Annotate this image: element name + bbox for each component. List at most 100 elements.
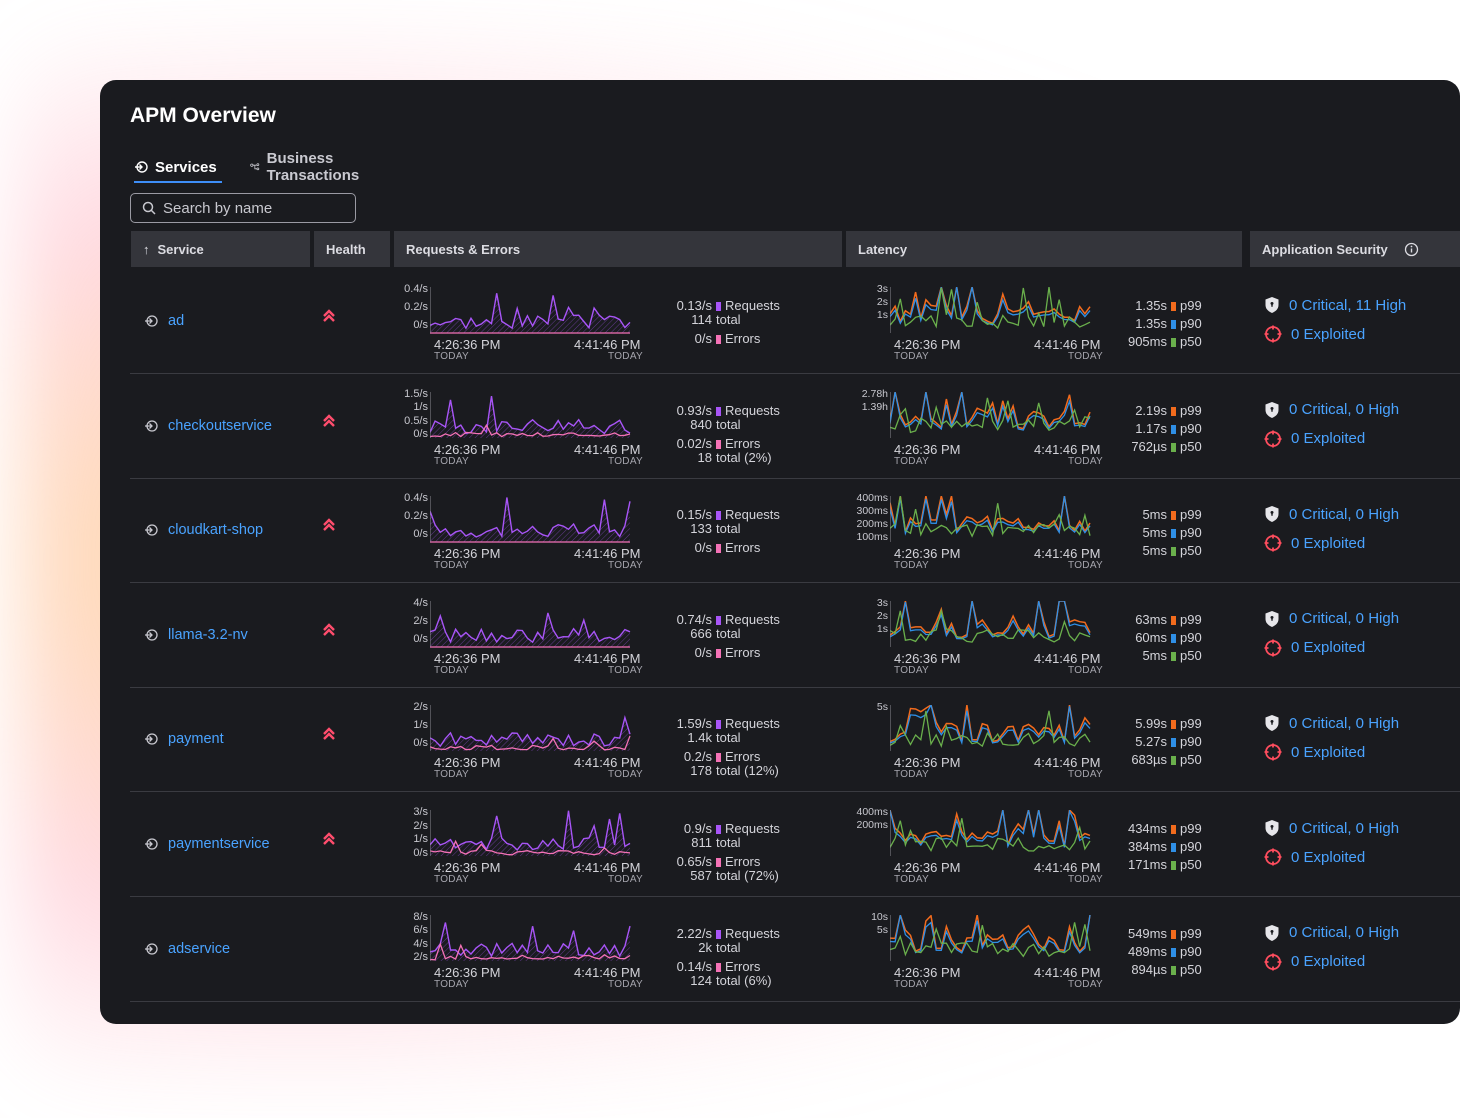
latency-p90-swatch: [1171, 529, 1176, 539]
table-row[interactable]: payment 2/s 1/s 0/s 4:26:36 PM TODAY 4:41:46 P…: [130, 687, 1460, 793]
latency-p50: 894µs p50: [1115, 962, 1201, 977]
table-row[interactable]: adservice 8/s 6/s 4/s 2/s 4:26:36 PM TODAY 4:41…: [130, 897, 1460, 1002]
latency-p50: 762µs p50: [1115, 438, 1201, 454]
service-arrow-icon: [145, 629, 158, 641]
latency-p90-label: p90: [1180, 629, 1202, 645]
column-header-requests[interactable]: Requests & Errors: [394, 231, 842, 267]
tab-business-transactions[interactable]: Business Transactions: [250, 150, 366, 184]
vulnerability-link[interactable]: 0 Critical, 0 High: [1264, 714, 1399, 732]
service-link[interactable]: ad: [144, 269, 184, 373]
requests-end-day: TODAY: [608, 874, 644, 885]
health-warning-icon: [322, 727, 336, 746]
vulnerability-link[interactable]: 0 Critical, 0 High: [1264, 819, 1399, 837]
requests-total-value: 133: [690, 521, 712, 537]
exploited-link[interactable]: 0 Exploited: [1264, 743, 1365, 761]
requests-total: 1.4k total: [660, 730, 740, 745]
service-link[interactable]: adservice: [144, 897, 230, 1001]
latency-p90: 489ms p90: [1115, 944, 1202, 959]
exploited-link[interactable]: 0 Exploited: [1264, 430, 1365, 448]
requests-axis-tick: 0.4/s: [404, 283, 428, 295]
latency-p90-value: 489ms: [1127, 943, 1167, 959]
table-row[interactable]: llama-3.2-nv 4/s 2/s 0/s 4:26:36 PM TODAY 4:41…: [130, 583, 1460, 688]
p50-line: [890, 921, 1091, 958]
search-input[interactable]: [163, 199, 343, 217]
vulnerability-link[interactable]: 0 Critical, 0 High: [1264, 610, 1399, 628]
errors-rate-swatch: [716, 439, 721, 449]
branch-icon: [250, 163, 260, 171]
service-link[interactable]: cloudkart-shop: [144, 478, 263, 582]
requests-area: [430, 717, 630, 752]
latency-p99-label: p99: [1180, 611, 1202, 627]
requests-rate-label: Requests: [725, 716, 780, 732]
errors-rate-value: 0.02/s: [676, 435, 712, 451]
requests-axis-tick: 0/s: [413, 846, 428, 859]
requests-total-label: total: [716, 835, 741, 850]
exploited-link[interactable]: 0 Exploited: [1264, 534, 1365, 552]
vulnerability-link[interactable]: 0 Critical, 0 High: [1264, 505, 1399, 523]
table-row[interactable]: paymentservice 3/s 2/s 1/s 0/s 4:26:36 PM TODA…: [130, 792, 1460, 897]
requests-end-time: 4:41:46 PM: [574, 860, 641, 875]
requests-start-day: TODAY: [434, 978, 470, 990]
info-icon[interactable]: [1404, 242, 1419, 257]
table-row[interactable]: cloudkart-shop 0.4/s 0.2/s 0/s 4:26:36 PM TOD…: [130, 478, 1460, 584]
service-link[interactable]: llama-3.2-nv: [144, 583, 248, 687]
latency-axis-tick: 1.39h: [861, 400, 888, 413]
requests-end-day: TODAY: [608, 560, 644, 572]
requests-rate-label: Requests: [725, 298, 780, 313]
exploited-summary: 0 Exploited: [1291, 430, 1366, 448]
vulnerability-link[interactable]: 0 Critical, 11 High: [1264, 296, 1406, 314]
column-header-service[interactable]: ↑ Service: [131, 231, 310, 267]
column-header-security[interactable]: Application Security: [1250, 231, 1460, 267]
vulnerability-link[interactable]: 0 Critical, 0 High: [1264, 401, 1399, 419]
service-arrow-icon: [135, 161, 148, 173]
column-header-latency[interactable]: Latency: [846, 231, 1242, 267]
exploited-link[interactable]: 0 Exploited: [1264, 953, 1365, 971]
header-health-label: Health: [326, 241, 366, 257]
column-header-health[interactable]: Health: [314, 231, 390, 267]
exploited-link[interactable]: 0 Exploited: [1264, 848, 1365, 866]
service-link[interactable]: payment: [144, 687, 224, 791]
requests-axis-tick: 1/s: [413, 401, 428, 414]
target-icon: [1264, 743, 1282, 761]
requests-rate-value: 0.15/s: [676, 507, 712, 523]
shield-icon: [1265, 820, 1279, 836]
latency-p99-value: 2.19s: [1135, 402, 1167, 418]
errors-rate: 0/s Errors: [660, 540, 761, 555]
latency-p90: 60ms p90: [1115, 630, 1202, 645]
errors-rate: 0.02/s Errors: [660, 435, 761, 451]
requests-total: 840 total: [660, 417, 740, 432]
table-row[interactable]: checkoutservice 1.5/s 1/s 0.5/s 0/s 4:26:36 P…: [130, 374, 1460, 479]
requests-axis-tick: 0/s: [413, 428, 428, 441]
requests-start-day: TODAY: [434, 560, 470, 572]
latency-p50-value: 5ms: [1142, 647, 1167, 663]
latency-p90-swatch: [1171, 738, 1176, 748]
search-box[interactable]: [130, 193, 356, 223]
requests-total-label: total: [716, 521, 741, 537]
latency-p90-swatch: [1171, 424, 1176, 434]
latency-p99-value: 1.35s: [1135, 298, 1167, 313]
service-link[interactable]: paymentservice: [144, 792, 270, 896]
latency-end-day: TODAY: [1068, 769, 1104, 781]
exploited-link[interactable]: 0 Exploited: [1264, 639, 1365, 657]
service-arrow-icon: [145, 942, 158, 955]
vulnerability-link[interactable]: 0 Critical, 0 High: [1264, 924, 1399, 942]
latency-sparkline: [890, 914, 1091, 961]
requests-start-day: TODAY: [434, 874, 470, 885]
requests-end-time: 4:41:46 PM: [574, 755, 641, 771]
table-row[interactable]: ad 0.4/s 0.2/s 0/s 4:26:36 PM TODAY 4:41:46 PM…: [130, 269, 1460, 374]
tab-services[interactable]: Services: [134, 152, 217, 182]
requests-axis-tick: 0.4/s: [404, 492, 428, 505]
latency-p50-value: 762µs: [1131, 438, 1167, 454]
latency-axis-tick: 1s: [876, 622, 888, 635]
latency-p50-swatch: [1171, 651, 1176, 661]
shield-icon: [1265, 924, 1279, 941]
target-icon: [1264, 848, 1282, 866]
latency-axis-tick: 100ms: [856, 531, 888, 544]
exploited-link[interactable]: 0 Exploited: [1264, 325, 1365, 343]
requests-total: 811 total: [660, 835, 741, 850]
latency-p50-value: 171ms: [1127, 857, 1167, 872]
service-link[interactable]: checkoutservice: [144, 374, 272, 478]
errors-rate-label: Errors: [725, 749, 761, 765]
requests-axis-tick: 0.5/s: [404, 414, 428, 427]
latency-axis-tick: 2s: [876, 609, 888, 622]
